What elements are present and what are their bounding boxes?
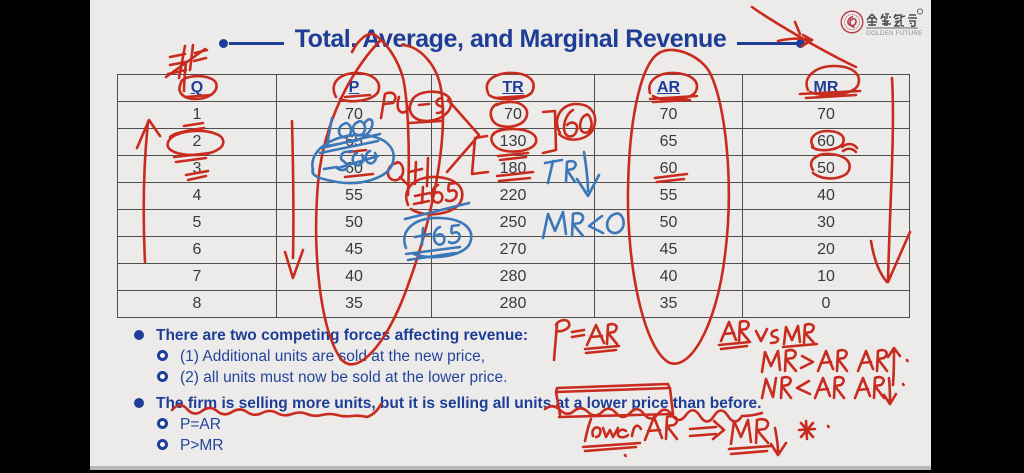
svg-text:GOLDEN FUTURE: GOLDEN FUTURE (866, 30, 922, 37)
